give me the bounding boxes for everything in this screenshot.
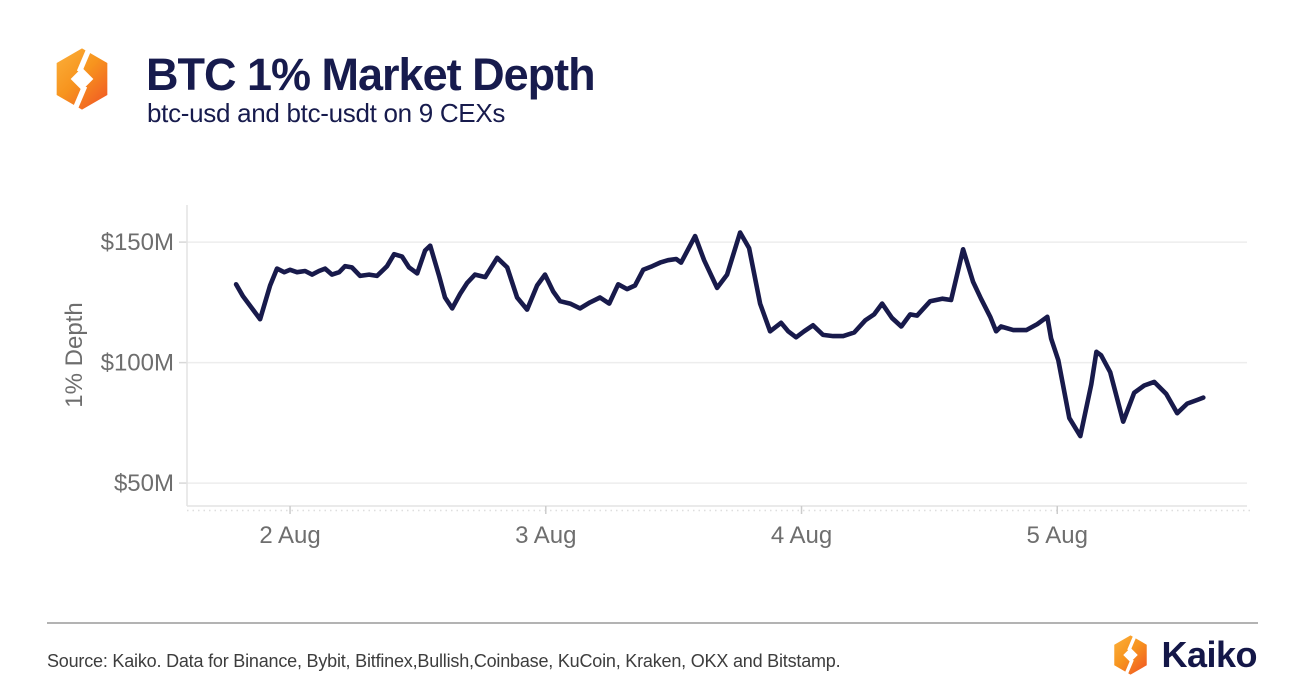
depth-line	[233, 230, 1206, 439]
x-tick-label: 2 Aug	[259, 522, 320, 549]
chart-title: BTC 1% Market Depth	[146, 49, 596, 100]
kaiko-logo-icon	[56, 46, 108, 112]
y-tick-label: $150M	[101, 229, 174, 256]
y-tick-label: $100M	[101, 350, 174, 377]
footer-brand: Kaiko	[1110, 633, 1257, 677]
x-tick-label: 4 Aug	[771, 522, 832, 549]
kaiko-wordmark: Kaiko	[1161, 634, 1257, 675]
x-tick-label: 3 Aug	[515, 522, 576, 549]
source-text: Source: Kaiko. Data for Binance, Bybit, …	[47, 651, 841, 671]
kaiko-footer-logo-icon	[1114, 634, 1148, 676]
footer-divider	[47, 622, 1258, 624]
y-tick-label: $50M	[114, 470, 174, 497]
chart-subtitle: btc-usd and btc-usdt on 9 CEXs	[147, 98, 506, 128]
x-tick-label: 5 Aug	[1027, 522, 1088, 549]
